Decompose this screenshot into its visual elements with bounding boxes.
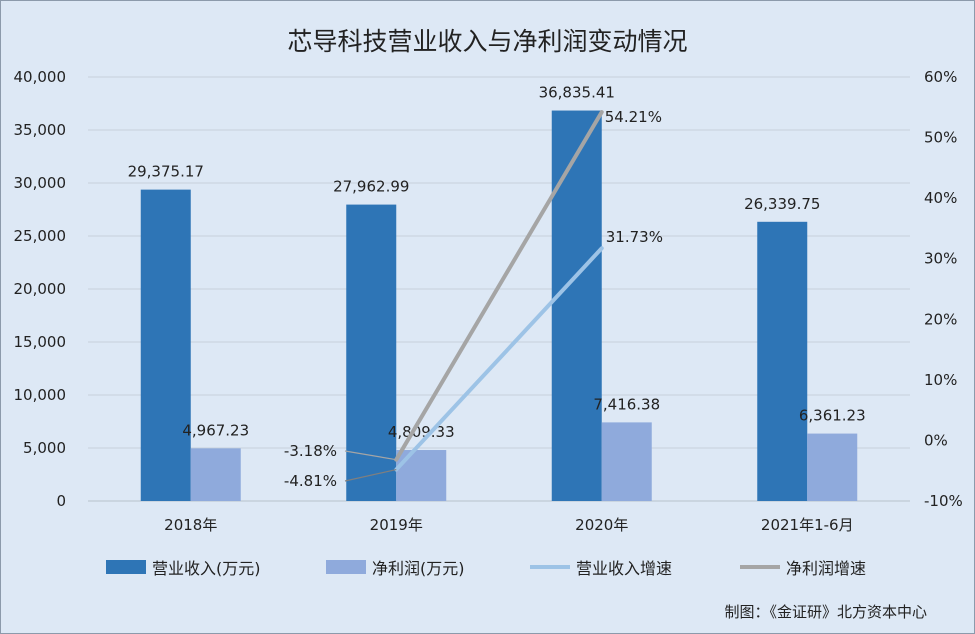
legend-label-revenue-growth: 营业收入增速 <box>576 559 673 578</box>
y-left-tick-label: 25,000 <box>14 227 67 245</box>
profit-growth-line <box>394 110 604 462</box>
leader-line <box>344 468 397 482</box>
legend-swatch-revenue <box>106 560 146 574</box>
bar-net-profit <box>601 422 652 501</box>
y-right-tick-label: 10% <box>924 371 957 389</box>
legend-swatch-revenue-growth <box>530 565 570 569</box>
x-tick-label: 2018年 <box>164 516 217 534</box>
legend-item-revenue: 营业收入(万元) <box>106 555 261 579</box>
legend-label-net-profit: 净利润(万元) <box>372 559 465 578</box>
bar-revenue <box>551 110 602 502</box>
bar-net-profit <box>396 450 447 501</box>
bar-revenue <box>346 204 397 502</box>
line-data-label: 31.73% <box>606 228 663 246</box>
legend-item-revenue-growth: 营业收入增速 <box>530 555 672 579</box>
line-data-label: -4.81% <box>284 472 337 490</box>
legend-swatch-profit-growth <box>740 565 780 569</box>
y-right-tick-label: 20% <box>924 310 957 328</box>
revenue-growth-line <box>394 246 604 472</box>
legend-item-net-profit: 净利润(万元) <box>326 555 465 579</box>
bar-data-label: 4,809.33 <box>388 423 455 441</box>
bar-data-label: 26,339.75 <box>744 195 820 213</box>
x-tick-label: 2020年 <box>575 516 628 534</box>
bar-net-profit <box>190 448 241 501</box>
y-left-tick-label: 40,000 <box>14 68 67 86</box>
y-right-tick-label: 50% <box>924 129 957 147</box>
x-tick-label: 2019年 <box>370 516 423 534</box>
bar-data-label: 4,967.23 <box>182 421 249 439</box>
y-left-tick-label: 35,000 <box>14 121 67 139</box>
y-right-tick-label: 40% <box>924 189 957 207</box>
y-left-tick-label: 20,000 <box>14 280 67 298</box>
bar-data-label: 27,962.99 <box>333 178 409 196</box>
bar-net-profit <box>807 433 858 501</box>
chart-legend: 营业收入(万元) 净利润(万元) 营业收入增速 净利润增速 <box>0 555 975 581</box>
y-left-tick-label: 15,000 <box>14 333 67 351</box>
line-data-label: -3.18% <box>284 442 337 460</box>
bar-revenue <box>140 189 191 501</box>
source-note: 制图：《金证研》北方资本中心 <box>724 603 927 621</box>
bar-revenue <box>757 221 808 501</box>
line-data-label: 54.21% <box>605 108 662 126</box>
bar-data-label: 6,361.23 <box>799 407 866 425</box>
y-right-tick-label: 60% <box>924 68 957 86</box>
legend-label-profit-growth: 净利润增速 <box>786 559 867 578</box>
y-left-tick-label: 5,000 <box>23 439 66 457</box>
y-left-tick-label: 30,000 <box>14 174 67 192</box>
leader-line <box>344 450 397 461</box>
bar-data-label: 29,375.17 <box>128 163 204 181</box>
x-tick-label: 2021年1-6月 <box>761 516 854 534</box>
y-right-tick-label: 0% <box>924 431 948 449</box>
bar-data-label: 7,416.38 <box>593 395 660 413</box>
y-right-tick-label: -10% <box>924 492 963 510</box>
legend-item-profit-growth: 净利润增速 <box>740 555 866 579</box>
y-right-tick-label: 30% <box>924 250 957 268</box>
bar-data-label: 36,835.41 <box>539 84 615 102</box>
chart-title: 芯导科技营业收入与净利润变动情况 <box>287 27 688 56</box>
y-left-tick-label: 10,000 <box>14 386 67 404</box>
y-left-tick-label: 0 <box>56 492 66 510</box>
legend-label-revenue: 营业收入(万元) <box>152 559 261 578</box>
legend-swatch-net-profit <box>326 560 366 574</box>
